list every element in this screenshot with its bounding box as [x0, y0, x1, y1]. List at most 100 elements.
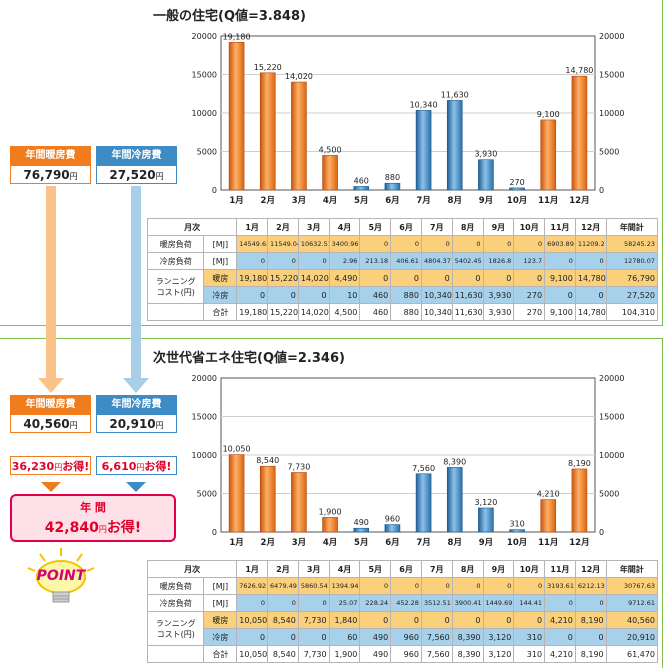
y-tick-label-left: 20000	[192, 32, 217, 41]
bar-value-label: 880	[385, 173, 400, 182]
cool-cost-cell: 0	[297, 286, 330, 304]
total-cost-cell: 14,780	[574, 303, 607, 321]
cool-load-cell: 0	[236, 252, 269, 270]
cool-saving-value: 6,610	[101, 460, 137, 473]
bar-value-label: 960	[385, 515, 400, 524]
total-label: 合計	[203, 303, 238, 321]
x-tick-label: 3月	[292, 538, 306, 548]
cool-cost-label: 年間冷房費	[96, 146, 177, 165]
heat-load-cell: 0	[390, 235, 422, 253]
cool-load-label: 冷房負荷	[146, 594, 205, 612]
bar-value-label: 10,340	[410, 100, 438, 109]
annual-label: 年 間	[80, 501, 106, 514]
heat-load-row: 暖房負荷 [MJ] 7626.92 6479.49 5860.54 1394.94 0 0 0 0…	[146, 577, 659, 595]
heat-cost-cell: 8,190	[574, 611, 607, 629]
cool-cost-cell: 880	[390, 286, 422, 304]
cool-cost-cell: 270	[513, 286, 546, 304]
bar-4	[322, 155, 338, 191]
cool-load-cell: 0	[297, 252, 330, 270]
heat-load-row: 暖房負荷 [MJ] 14549.63 11549.04 10632.51 3400.96 0…	[146, 235, 659, 253]
cool-saving-badge: 6,610円お得!	[96, 456, 177, 475]
mj-unit: [MJ]	[203, 252, 238, 270]
cool-cost-cell: 0	[267, 628, 299, 646]
total-cost-cell: 3,120	[482, 645, 515, 663]
point-lightbulb-icon	[27, 548, 95, 603]
cool-sub-label: 冷房	[203, 286, 238, 304]
cool-cost-cell: 0	[544, 286, 576, 304]
cool-cost-cell: 0	[236, 286, 269, 304]
cool-load-cell: 12780.07	[605, 252, 659, 270]
cool-cost-label: 年間冷房費	[96, 395, 177, 414]
total-cost-cell: 15,220	[267, 303, 299, 321]
heat-cost-cell: 0	[482, 611, 515, 629]
total-cost-cell: 7,560	[420, 645, 453, 663]
heat-load-cell: 7626.92	[236, 577, 269, 595]
cool-load-cell: 0	[267, 594, 299, 612]
heat-load-cell: 0	[420, 577, 453, 595]
running-cost-label-line2: コスト(円)	[156, 287, 195, 297]
chart2-table: 月次 1月 2月 3月 4月 5月 6月 7月 8月 9月 10月 11月 12月 年間計 暖房負荷 [MJ]…	[146, 560, 659, 663]
running-cost-label-line1: ランニング	[155, 618, 196, 628]
x-tick-label: 5月	[354, 196, 368, 206]
bar-6	[384, 524, 401, 533]
heat-cost-cell: 0	[390, 611, 422, 629]
x-tick-label: 5月	[354, 538, 368, 548]
table-header-row: 月次 1月 2月 3月 4月 5月 6月 7月 8月 9月 10月 11月 12月 年間計	[146, 560, 659, 578]
y-tick-label-right: 0	[599, 186, 604, 195]
house1-cool-value: 27,520	[109, 168, 156, 182]
table-header-cell: 2月	[267, 218, 299, 236]
heat-load-cell: 0	[359, 235, 392, 253]
total-cost-cell: 14,020	[297, 303, 330, 321]
heat-saving-badge: 36,230円お得!	[10, 456, 91, 475]
x-tick-label: 1月	[229, 538, 243, 548]
cool-flow-arrow	[131, 186, 141, 378]
bar-value-label: 15,220	[254, 63, 282, 72]
table-header-cell: 6月	[390, 560, 422, 578]
table-header-cell: 10月	[513, 560, 546, 578]
bar-11	[540, 499, 557, 533]
heat-cost-cell: 0	[390, 269, 422, 287]
x-tick-label: 12月	[569, 538, 589, 548]
running-cost-label-line2: コスト(円)	[156, 629, 195, 639]
table-header-cell: 年間計	[605, 560, 659, 578]
bar-value-label: 270	[509, 178, 524, 187]
cool-load-cell: 5402.45	[451, 252, 484, 270]
cool-cost-row: 冷房 0 0 0 60 490 960 7,560 8,390 3,120 310 0 0 20,910	[148, 628, 659, 646]
bar-value-label: 4,500	[319, 145, 342, 154]
heat-cost-cell: 19,180	[236, 269, 269, 287]
next-gen-house-panel	[0, 338, 663, 668]
cool-cost-cell: 0	[574, 286, 607, 304]
bar-10	[509, 187, 525, 191]
cool-load-cell: 3900.41	[451, 594, 484, 612]
cool-cost-cell: 460	[359, 286, 392, 304]
cool-load-cell: 406.61	[390, 252, 422, 270]
cool-load-cell: 3512.51	[420, 594, 453, 612]
bar-8	[446, 467, 463, 533]
table-header-cell: 12月	[574, 560, 607, 578]
house2-heat-cost-box: 年間暖房費 40,560円	[10, 395, 91, 435]
heat-cost-cell: 10,050	[236, 611, 269, 629]
table-header-cell: 11月	[544, 560, 576, 578]
cool-load-cell: 0	[267, 252, 299, 270]
heat-load-label: 暖房負荷	[146, 235, 205, 253]
y-tick-label-left: 5000	[197, 148, 217, 157]
bar-1	[228, 42, 245, 191]
house1-heat-cost-box: 年間暖房費 76,790円	[10, 146, 91, 186]
heat-load-cell: 11549.04	[267, 235, 299, 253]
heat-load-cell: 0	[420, 235, 453, 253]
x-tick-label: 7月	[416, 538, 430, 548]
total-label: 合計	[203, 645, 238, 663]
bar-value-label: 14,780	[565, 66, 593, 75]
table-header-cell: 8月	[451, 218, 484, 236]
x-tick-label: 4月	[323, 538, 337, 548]
heat-cost-cell: 40,560	[605, 611, 659, 629]
heat-load-cell: 58245.23	[605, 235, 659, 253]
cool-load-cell: 4804.37	[420, 252, 453, 270]
point-label: POINT	[36, 568, 86, 584]
heat-cost-label: 年間暖房費	[10, 146, 91, 165]
mj-unit: [MJ]	[203, 235, 238, 253]
cool-load-cell: 0	[544, 594, 576, 612]
cool-load-cell: 1449.69	[482, 594, 515, 612]
total-cost-cell: 10,050	[236, 645, 269, 663]
x-tick-label: 11月	[538, 538, 558, 548]
